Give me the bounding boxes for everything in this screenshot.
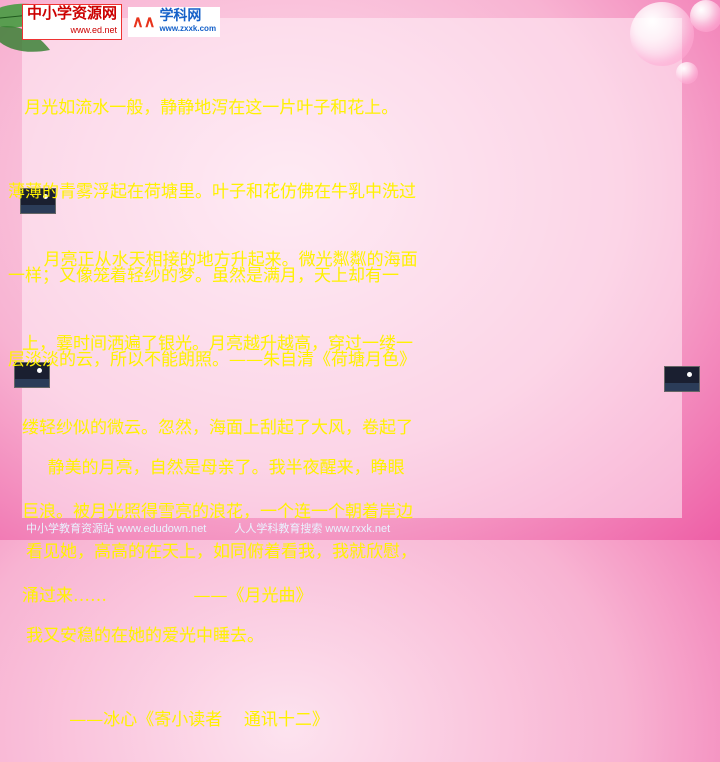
passage-line: 薄薄的青雾浮起在荷塘里。叶子和花仿佛在牛乳中洗过: [8, 182, 416, 202]
footer-left-text: 中小学教育资源站 www.edudown.net: [26, 523, 207, 535]
site1-url: www.ed.net: [70, 25, 118, 35]
content-panel: [22, 18, 682, 518]
passage-line: 静美的月亮，自然是母亲了。我半夜醒来，睁眼: [26, 458, 405, 478]
moon-night-image: [20, 188, 56, 214]
site1-name: 中小学资源网: [27, 5, 118, 22]
passage-line: 月光如流水一般，静静地泻在这一片叶子和花上。: [8, 98, 399, 118]
passage-1: 月光如流水一般，静静地泻在这一片叶子和花上。 薄薄的青雾浮起在荷塘里。叶子和花仿…: [8, 38, 416, 402]
bubble-decoration: [676, 62, 698, 84]
footer-watermark: 中小学教育资源站 www.edudown.net 人人学科教育搜索 www.rx…: [26, 520, 390, 536]
site-logo-2[interactable]: ∧∧ 学科网 www.zxxk.com: [128, 7, 221, 37]
passage-line: 层淡淡的云，所以不能朗照。——朱自清《荷塘月色》: [8, 350, 416, 370]
passage-line: 我又安稳的在她的爱光中睡去。: [26, 626, 264, 646]
passage-line: 看见她，高高的在天上，如同俯着看我，我就欣慰，: [26, 542, 417, 562]
bubble-decoration: [690, 0, 720, 32]
bubble-decoration: [630, 2, 694, 66]
passage-line: ——冰心《寄小读者 通讯十二》: [26, 710, 329, 730]
footer-right-text: 人人学科教育搜索 www.rxxk.net: [234, 523, 391, 535]
header-logos: 中小学资源网 www.ed.net ∧∧ 学科网 www.zxxk.com: [22, 4, 221, 40]
moon-night-image: [664, 366, 700, 392]
passage-3: 静美的月亮，自然是母亲了。我半夜醒来，睁眼 看见她，高高的在天上，如同俯着看我，…: [26, 398, 417, 762]
site2-name: 学科网: [159, 7, 202, 23]
logo-mark-icon: ∧∧: [132, 14, 156, 31]
site-logo-1[interactable]: 中小学资源网 www.ed.net: [22, 4, 123, 40]
site2-url: www.zxxk.com: [159, 24, 217, 33]
passage-line: 月亮正从水天相接的地方升起来。微光粼粼的海面: [22, 250, 418, 270]
passage-line: 上，霎时间洒遍了银光。月亮越升越高，穿过一缕一: [22, 334, 413, 354]
passage-line: 缕轻纱似的微云。忽然，海面上刮起了大风，卷起了: [22, 418, 413, 438]
passage-line: 巨浪。被月光照得雪亮的浪花，一个连一个朝着岸边: [22, 502, 413, 522]
moon-night-image: [14, 362, 50, 388]
passage-line: 一样；又像笼着轻纱的梦。虽然是满月，天上却有一: [8, 266, 399, 286]
